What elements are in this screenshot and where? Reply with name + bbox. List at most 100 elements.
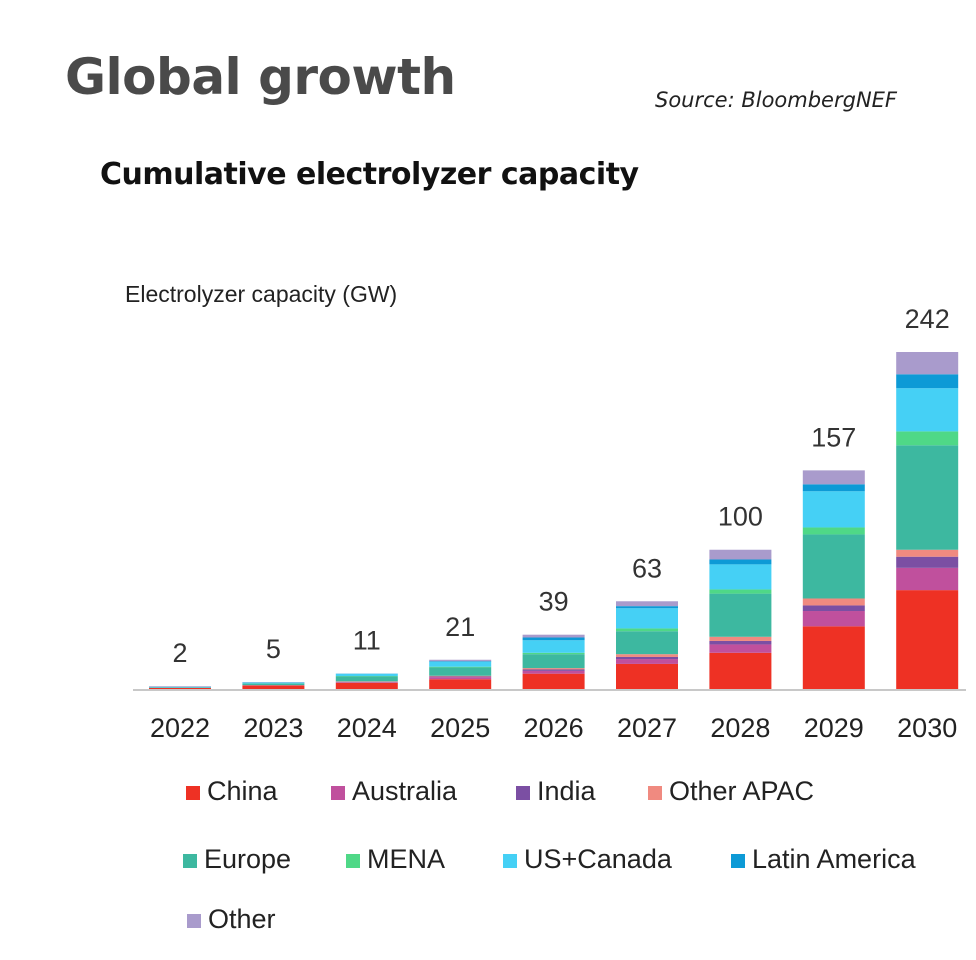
legend-item-india: India <box>516 776 597 806</box>
bar-segment-us-canada-2029 <box>802 491 865 528</box>
bar-segment-latin-america-2029 <box>802 484 865 492</box>
bar-segment-mena-2029 <box>802 527 865 535</box>
bar-segment-europe-2027 <box>616 631 678 655</box>
total-label-2028: 100 <box>718 502 763 532</box>
bar-segment-australia-2030 <box>896 567 959 591</box>
legend-swatch-us-canada <box>503 854 517 868</box>
total-label-2030: 242 <box>905 304 950 334</box>
legend-label-other-apac: Other APAC <box>669 776 814 806</box>
bar-segment-other-apac-2030 <box>896 549 959 557</box>
bar-segment-china-2027 <box>616 663 678 689</box>
bar-segment-europe-2030 <box>896 445 959 550</box>
bar-segment-us-canada-2026 <box>522 640 585 653</box>
bar-segment-other-2030 <box>896 352 959 375</box>
bar-segment-us-canada-2028 <box>709 564 772 590</box>
bar-segment-australia-2025 <box>429 677 492 680</box>
bar-segment-us-canada-2023 <box>242 682 305 684</box>
bar-segment-india-2028 <box>709 640 772 645</box>
total-label-2027: 63 <box>632 553 662 583</box>
legend-item-mena: MENA <box>346 844 445 874</box>
bar-segment-us-canada-2027 <box>616 608 678 629</box>
bar-segment-europe-2024 <box>335 676 398 682</box>
bar-segment-australia-2028 <box>709 644 772 653</box>
legend-swatch-latin-america <box>731 854 745 868</box>
bar-segment-other-2027 <box>616 601 678 607</box>
bar-segment-europe-2028 <box>709 593 772 637</box>
bar-segment-india-2029 <box>802 605 865 612</box>
x-tick-2029: 2029 <box>804 713 864 743</box>
legend-swatch-mena <box>346 854 360 868</box>
legend-label-india: India <box>537 776 597 806</box>
legend-swatch-other <box>187 914 201 928</box>
bar-segment-mena-2026 <box>522 652 585 655</box>
chart-title: Cumulative electrolyzer capacity <box>100 157 639 192</box>
bar-segment-australia-2027 <box>616 659 678 664</box>
legend-label-other: Other <box>208 904 276 934</box>
bar-segment-europe-2023 <box>242 683 305 686</box>
bar-segment-china-2024 <box>335 682 398 689</box>
bar-segment-mena-2030 <box>896 431 959 446</box>
x-tick-2024: 2024 <box>337 713 397 743</box>
bar-segment-europe-2029 <box>802 534 865 599</box>
total-label-2026: 39 <box>539 587 569 617</box>
bar-segment-china-2022 <box>149 687 211 689</box>
legend-item-other: Other <box>187 904 276 934</box>
legend-swatch-china <box>186 786 200 800</box>
bar-segment-china-2029 <box>802 626 865 689</box>
bar-segment-latin-america-2027 <box>616 606 678 609</box>
bar-segment-europe-2025 <box>429 667 492 676</box>
bar-segment-mena-2028 <box>709 589 772 594</box>
bar-segment-europe-2026 <box>522 654 585 669</box>
legend-swatch-australia <box>331 786 345 800</box>
x-tick-2027: 2027 <box>617 713 677 743</box>
legend-label-mena: MENA <box>367 844 445 874</box>
bar-segment-china-2026 <box>522 673 585 689</box>
bar-segment-other-2029 <box>802 470 865 485</box>
bar-segment-china-2030 <box>896 590 959 689</box>
x-tick-2022: 2022 <box>150 713 210 743</box>
bar-segment-mena-2027 <box>616 628 678 632</box>
bar-segment-india-2026 <box>522 669 585 671</box>
bar-segment-latin-america-2026 <box>522 637 585 641</box>
x-tick-2028: 2028 <box>710 713 770 743</box>
x-tick-2025: 2025 <box>430 713 490 743</box>
source-note: Source: BloombergNEF <box>655 88 898 112</box>
legend-label-europe: Europe <box>204 844 291 874</box>
bar-segment-us-canada-2024 <box>335 673 398 677</box>
bar-segment-mena-2025 <box>429 666 492 668</box>
legend-item-latin-america: Latin America <box>731 844 917 874</box>
legend-item-europe: Europe <box>183 844 291 874</box>
bar-segment-china-2025 <box>429 679 492 689</box>
y-axis-label: Electrolyzer capacity (GW) <box>125 281 397 307</box>
total-label-2029: 157 <box>811 422 856 452</box>
bar-segment-china-2028 <box>709 652 772 689</box>
bar-segment-other-apac-2028 <box>709 636 772 641</box>
bar-segment-india-2027 <box>616 656 678 660</box>
bar-segment-australia-2029 <box>802 611 865 627</box>
total-label-2023: 5 <box>266 634 281 664</box>
bar-segment-australia-2024 <box>335 682 398 683</box>
x-tick-2023: 2023 <box>243 713 303 743</box>
x-tick-2026: 2026 <box>524 713 584 743</box>
legend-label-australia: Australia <box>352 776 458 806</box>
bar-segment-us-canada-2025 <box>429 661 492 667</box>
bar-segment-other-apac-2027 <box>616 654 678 657</box>
bar-segment-other-apac-2026 <box>522 668 585 670</box>
bar-segment-other-2022 <box>149 686 211 687</box>
legend-label-latin-america: Latin America <box>752 844 917 874</box>
bar-segment-latin-america-2028 <box>709 559 772 565</box>
legend-item-australia: Australia <box>331 776 458 806</box>
bar-segment-latin-america-2025 <box>429 661 492 662</box>
legend-label-us-canada: US+Canada <box>524 844 673 874</box>
bar-segment-china-2023 <box>242 685 305 689</box>
bar-segment-australia-2026 <box>522 670 585 674</box>
page-title: Global growth <box>65 48 456 106</box>
legend-item-us-canada: US+Canada <box>503 844 673 874</box>
legend-swatch-europe <box>183 854 197 868</box>
bar-segment-us-canada-2030 <box>896 388 959 432</box>
total-label-2024: 11 <box>353 626 381 656</box>
bar-segment-india-2025 <box>429 676 492 678</box>
total-label-2022: 2 <box>172 638 187 668</box>
bar-segment-other-2026 <box>522 634 585 638</box>
